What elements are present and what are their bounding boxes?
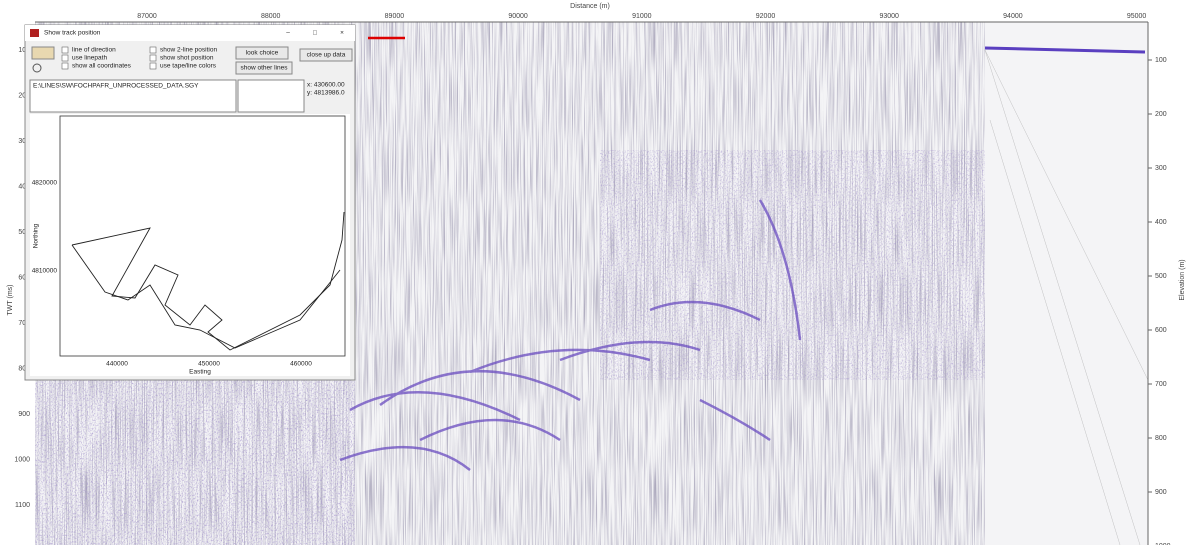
checkbox[interactable]: [62, 47, 68, 53]
checkbox-label: show shot position: [160, 55, 214, 62]
top-tick-label: 92000: [756, 13, 776, 20]
left-tick-label: 1000: [14, 456, 30, 463]
top-tick-label: 93000: [879, 13, 899, 20]
right-tick-label: 800: [1155, 435, 1167, 442]
checkbox[interactable]: [150, 55, 156, 61]
checkbox[interactable]: [62, 63, 68, 69]
window-title: Show track position: [44, 30, 101, 37]
screen: Distance (m) TWT (ms) Elevation (m) 8700…: [0, 0, 1190, 545]
top-tick-label: 87000: [137, 13, 157, 20]
button-label: show other lines: [241, 65, 289, 72]
checkbox-label: use linepath: [72, 55, 107, 62]
checkbox[interactable]: [62, 55, 68, 61]
map-y-tick-label: 4820000: [32, 180, 58, 187]
track-window: Show track position – □ × line of direct…: [25, 25, 355, 380]
right-axis-title: Elevation (m): [1179, 259, 1186, 300]
checkbox[interactable]: [150, 47, 156, 53]
top-tick-label: 91000: [632, 13, 652, 20]
top-tick-label: 88000: [261, 13, 281, 20]
checkbox-label: show all coordinates: [72, 63, 132, 70]
info-field: [238, 80, 304, 112]
tool-icon[interactable]: [32, 47, 54, 59]
seismic-amplitude: [35, 380, 355, 545]
left-tick-label: 900: [18, 411, 30, 418]
right-tick-label: 500: [1155, 273, 1167, 280]
top-tick-label: 94000: [1003, 13, 1023, 20]
map-x-label: Easting: [189, 369, 211, 376]
checkbox[interactable]: [150, 63, 156, 69]
map-y-label: Northing: [33, 223, 40, 248]
right-tick-label: 100: [1155, 57, 1167, 64]
map-panel: [30, 114, 350, 376]
checkbox-label: show 2-line position: [160, 47, 217, 54]
right-tick-label: 700: [1155, 381, 1167, 388]
y-coordinate: y: 4813986.0: [307, 90, 345, 97]
map-x-tick-label: 460000: [290, 361, 312, 368]
top-tick-label: 89000: [385, 13, 405, 20]
maximize-button[interactable]: □: [313, 30, 317, 37]
left-tick-label: 1100: [15, 502, 30, 509]
right-tick-label: 600: [1155, 327, 1167, 334]
map-x-tick-label: 450000: [198, 361, 220, 368]
right-tick-label: 900: [1155, 489, 1167, 496]
seismic-amplitude: [600, 150, 985, 380]
map-y-tick-label: 4810000: [32, 268, 58, 275]
right-tick-label: 400: [1155, 219, 1167, 226]
top-tick-label: 90000: [508, 13, 528, 20]
button-label: look choice: [246, 50, 279, 57]
close-button[interactable]: ×: [340, 30, 344, 37]
right-tick-label: 200: [1155, 111, 1167, 118]
top-tick-label: 95000: [1127, 13, 1147, 20]
right-tick-label: 300: [1155, 165, 1167, 172]
checkbox-label: use tape/line colors: [160, 63, 217, 70]
app-icon: [30, 29, 39, 37]
minimize-button[interactable]: –: [286, 30, 290, 37]
button-label: close up data: [307, 52, 346, 59]
left-axis-title: TWT (ms): [7, 285, 14, 316]
checkbox-label: line of direction: [72, 47, 116, 54]
x-coordinate: x: 430600.00: [307, 82, 345, 89]
map-x-tick-label: 440000: [106, 361, 128, 368]
top-axis-title: Distance (m): [570, 3, 610, 10]
file-path: E:\LINES\SW\FOCHPAFR_UNPROCESSED_DATA.SG…: [33, 83, 199, 90]
